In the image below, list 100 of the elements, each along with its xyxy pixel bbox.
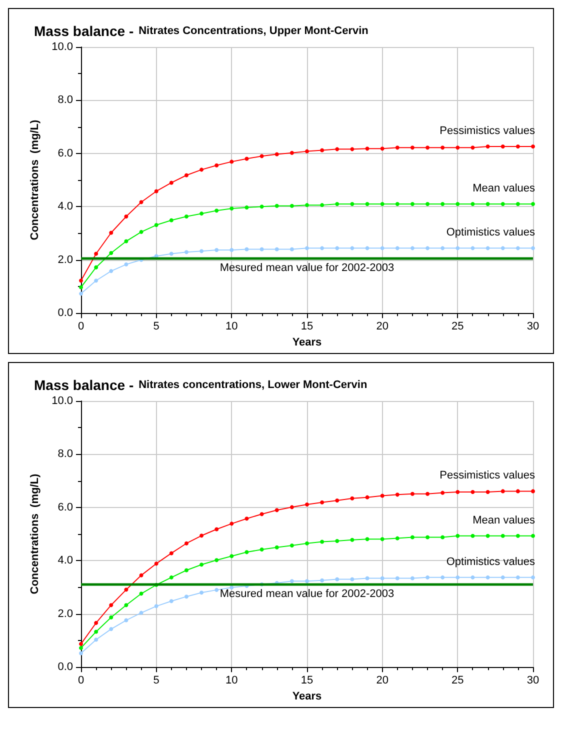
point [290, 505, 294, 510]
point [531, 489, 535, 494]
point [516, 246, 520, 250]
y-tick-label: 6.0 [58, 501, 73, 514]
point [79, 646, 83, 650]
point [456, 575, 460, 580]
series-label: Pessimistics values [440, 125, 536, 138]
x-tick-label: 0 [78, 674, 84, 687]
y-tick-label: 4.0 [58, 554, 73, 567]
point [335, 246, 340, 250]
point [79, 651, 83, 656]
point [500, 534, 505, 538]
point [139, 610, 144, 615]
point [395, 146, 400, 150]
point [380, 146, 384, 151]
point [516, 202, 520, 206]
point [470, 575, 475, 580]
point [500, 575, 505, 580]
point [94, 278, 98, 283]
point [395, 536, 400, 540]
point [456, 146, 460, 150]
ref-line-label: Mesured mean value for 2002-2003 [220, 262, 394, 274]
y-tick-label: 2.0 [58, 254, 73, 266]
point [380, 246, 384, 250]
point [260, 547, 264, 552]
x-tick-label: 10 [226, 320, 238, 333]
point [305, 203, 309, 208]
point [365, 576, 370, 580]
y-tick-label: 0.0 [58, 307, 73, 320]
x-tick-label: 10 [226, 674, 238, 687]
chart-title: Mass balance - [34, 23, 134, 39]
point [109, 250, 114, 255]
point [440, 146, 445, 150]
point [335, 538, 340, 543]
point [516, 575, 520, 580]
point [531, 534, 535, 538]
y-axis-title: Concentrations (mg/L) [29, 474, 42, 594]
point [365, 202, 370, 206]
point [500, 144, 505, 149]
point [380, 494, 384, 498]
point [395, 246, 400, 250]
point [274, 508, 279, 512]
point [486, 490, 490, 494]
point [380, 537, 384, 542]
point [500, 202, 505, 206]
point [109, 269, 114, 274]
point [274, 247, 279, 252]
point [154, 223, 158, 228]
point [230, 206, 234, 211]
point [274, 545, 279, 550]
point [440, 490, 445, 495]
point [290, 150, 294, 155]
point [139, 200, 144, 204]
point [124, 214, 128, 219]
point [290, 543, 294, 548]
x-tick-label: 30 [526, 320, 540, 333]
point [320, 578, 324, 582]
point [456, 202, 460, 206]
point [365, 146, 370, 151]
point [139, 592, 144, 596]
point [486, 534, 490, 538]
point [470, 146, 475, 150]
point [124, 239, 128, 244]
point [109, 603, 114, 608]
y-tick-label: 0.0 [58, 661, 73, 674]
point [124, 588, 128, 592]
point [410, 202, 414, 206]
y-tick-label: 8.0 [58, 94, 73, 106]
point [350, 202, 354, 206]
point [230, 522, 234, 526]
point [426, 146, 430, 150]
point [410, 576, 414, 580]
point [500, 489, 505, 494]
point [440, 246, 445, 250]
point [184, 541, 188, 546]
point [169, 180, 174, 185]
point [200, 590, 204, 595]
point [200, 562, 204, 567]
point [154, 604, 158, 608]
y-tick-label: 10.0 [52, 41, 73, 53]
chart-subtitle: Nitrates Concentrations, Upper Mont-Cervin [138, 25, 369, 37]
point [456, 490, 460, 494]
point [320, 246, 324, 250]
point [244, 247, 249, 252]
point [214, 527, 219, 532]
point [79, 278, 83, 283]
x-tick-label: 15 [300, 320, 314, 333]
point [470, 202, 475, 206]
point [154, 189, 158, 194]
point [335, 498, 340, 503]
point [456, 246, 460, 250]
point [365, 495, 370, 500]
point [200, 212, 204, 216]
y-tick-label: 6.0 [58, 147, 73, 160]
point [350, 496, 354, 500]
point [365, 537, 370, 542]
point [109, 230, 114, 235]
point [260, 204, 264, 209]
point [470, 490, 475, 494]
point [184, 173, 188, 178]
